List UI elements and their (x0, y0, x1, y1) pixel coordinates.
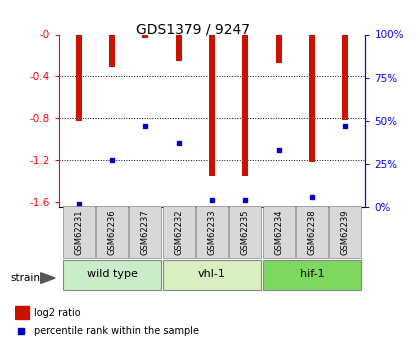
Text: percentile rank within the sample: percentile rank within the sample (34, 326, 199, 335)
Bar (176, 34, 182, 61)
Bar (209, 34, 215, 176)
FancyBboxPatch shape (63, 206, 95, 258)
Text: GSM62232: GSM62232 (174, 209, 183, 255)
Bar (309, 34, 315, 162)
Bar (76, 34, 82, 121)
FancyBboxPatch shape (329, 206, 361, 258)
Text: GSM62234: GSM62234 (274, 209, 283, 255)
Text: GSM62236: GSM62236 (108, 209, 117, 255)
Text: vhl-1: vhl-1 (198, 269, 226, 279)
FancyBboxPatch shape (163, 260, 261, 290)
Bar (276, 34, 282, 63)
Text: GSM62238: GSM62238 (307, 209, 317, 255)
FancyBboxPatch shape (163, 206, 195, 258)
Text: GSM62237: GSM62237 (141, 209, 150, 255)
Polygon shape (41, 273, 55, 283)
Text: GSM62231: GSM62231 (74, 209, 83, 255)
FancyBboxPatch shape (96, 206, 128, 258)
Text: strain: strain (10, 274, 40, 283)
Bar (142, 34, 148, 38)
Bar (15, 306, 29, 319)
FancyBboxPatch shape (263, 260, 361, 290)
FancyBboxPatch shape (63, 260, 161, 290)
Text: GDS1379 / 9247: GDS1379 / 9247 (136, 22, 250, 37)
Bar (342, 34, 349, 120)
Text: GSM62239: GSM62239 (341, 209, 350, 255)
Text: wild type: wild type (87, 269, 138, 279)
FancyBboxPatch shape (196, 206, 228, 258)
FancyBboxPatch shape (296, 206, 328, 258)
Bar (242, 34, 248, 176)
Text: hif-1: hif-1 (300, 269, 324, 279)
Text: GSM62235: GSM62235 (241, 209, 250, 255)
FancyBboxPatch shape (263, 206, 295, 258)
Bar (109, 34, 115, 67)
FancyBboxPatch shape (129, 206, 161, 258)
Text: GSM62233: GSM62233 (207, 209, 217, 255)
Text: log2 ratio: log2 ratio (34, 308, 80, 317)
FancyBboxPatch shape (229, 206, 261, 258)
